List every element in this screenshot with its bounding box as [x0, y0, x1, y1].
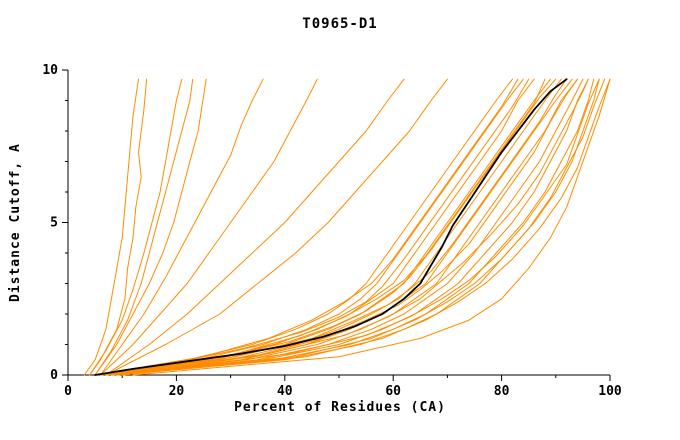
- x-tick-label: 100: [598, 384, 622, 399]
- y-tick-label: 0: [50, 368, 58, 383]
- model-curve: [89, 78, 183, 376]
- x-tick-label: 40: [277, 384, 293, 399]
- model-curve: [94, 78, 207, 376]
- model-curve: [105, 78, 568, 376]
- x-tick-label: 60: [385, 384, 401, 399]
- model-curve: [105, 78, 405, 376]
- model-curve: [110, 78, 584, 376]
- model-curve: [105, 78, 535, 376]
- model-curve: [121, 78, 606, 376]
- model-curve: [100, 78, 546, 376]
- model-curve: [132, 78, 611, 376]
- model-curve: [100, 78, 557, 376]
- model-curve: [116, 78, 589, 376]
- y-tick-label: 5: [50, 216, 58, 231]
- x-tick-label: 20: [169, 384, 185, 399]
- model-curve: [100, 78, 551, 376]
- model-curve: [100, 78, 264, 376]
- x-tick-label: 80: [494, 384, 510, 399]
- model-curve: [94, 78, 519, 376]
- model-curve: [105, 78, 448, 376]
- model-curve: [105, 78, 573, 376]
- model-curve: [89, 78, 148, 376]
- model-curve: [94, 78, 530, 376]
- model-curve: [100, 78, 318, 376]
- model-curve: [100, 78, 513, 376]
- model-curve: [121, 78, 611, 376]
- model-curve: [110, 78, 578, 376]
- model-curve: [83, 78, 139, 376]
- chart-title: T0965-D1: [302, 16, 378, 32]
- model-curve: [100, 78, 524, 376]
- x-tick-label: 0: [64, 384, 72, 399]
- reference-curve: [94, 78, 568, 376]
- model-curve: [94, 78, 194, 376]
- model-curve: [121, 78, 600, 376]
- x-axis-label: Percent of Residues (CA): [234, 400, 446, 415]
- y-tick-label: 10: [42, 63, 58, 78]
- model-curve: [110, 78, 589, 376]
